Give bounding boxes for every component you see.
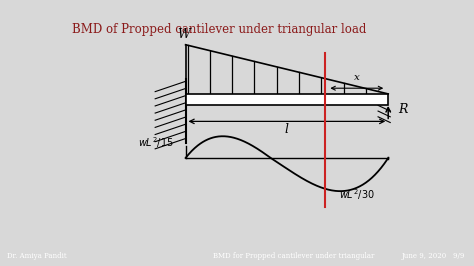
Text: June 9, 2020   9/9: June 9, 2020 9/9 <box>401 252 465 260</box>
Text: BMD for Propped cantilever under triangular: BMD for Propped cantilever under triangu… <box>213 252 374 260</box>
Text: BMD of Propped cantilever under triangular load: BMD of Propped cantilever under triangul… <box>72 23 366 36</box>
Bar <box>185 94 388 105</box>
Text: R: R <box>398 103 408 117</box>
Text: $wL^2/15$: $wL^2/15$ <box>137 135 173 150</box>
Text: $wL^2/30$: $wL^2/30$ <box>339 187 375 202</box>
Text: W: W <box>177 28 190 41</box>
Text: Dr. Amiya Pandit: Dr. Amiya Pandit <box>7 252 67 260</box>
Text: x: x <box>354 73 360 82</box>
Text: l: l <box>285 123 289 135</box>
